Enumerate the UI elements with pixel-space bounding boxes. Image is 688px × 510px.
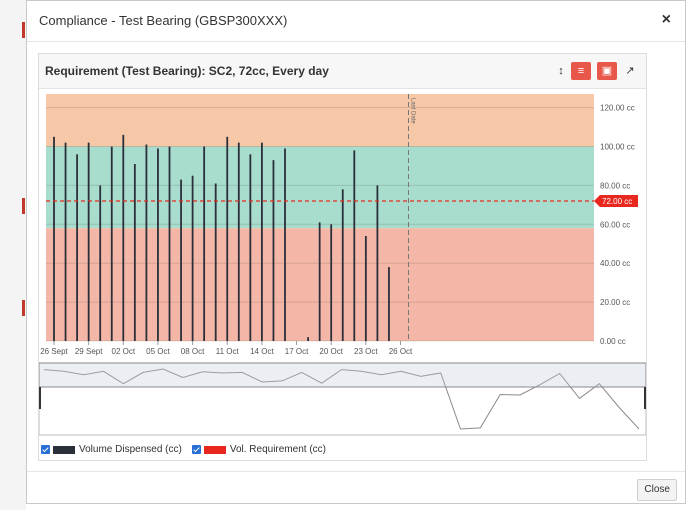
x-tick-label: 05 Oct (146, 347, 170, 356)
volume-bar (226, 136, 229, 341)
volume-bar (376, 185, 379, 341)
x-tick-label: 23 Oct (354, 347, 378, 356)
volume-bar (145, 144, 148, 341)
volume-bar (272, 160, 275, 341)
y-tick-label: 100.00 cc (600, 143, 635, 152)
close-button[interactable]: Close (637, 479, 677, 501)
volume-bar (53, 136, 55, 341)
y-tick-label: 0.00 cc (600, 337, 626, 346)
navigator-series (43, 368, 640, 430)
volume-bar (64, 142, 67, 341)
legend-swatch-volume (53, 445, 75, 454)
background-marker (22, 300, 25, 316)
x-tick-label: 14 Oct (250, 347, 274, 356)
today-marker-label: Last Date (410, 98, 416, 124)
volume-bar (180, 179, 182, 341)
modal-footer-divider (27, 471, 685, 472)
volume-bar (110, 146, 113, 341)
volume-bar (261, 142, 263, 341)
volume-bar (203, 146, 206, 341)
requirement-label: 72.00 cc (602, 197, 632, 206)
volume-bar (318, 222, 321, 341)
panel-header: Requirement (Test Bearing): SC2, 72cc, E… (39, 54, 646, 89)
volume-bar (133, 164, 136, 341)
volume-bar (168, 146, 171, 341)
navigator-handle-left (39, 387, 41, 409)
compliance-modal: Compliance - Test Bearing (GBSP300XXX) ×… (26, 0, 686, 504)
volume-bar (341, 189, 344, 341)
x-tick-label: 08 Oct (181, 347, 205, 356)
volume-bar (157, 148, 159, 341)
y-tick-label: 40.00 cc (600, 259, 630, 268)
sort-icon[interactable]: ↕ (558, 65, 564, 77)
chart-band-1 (46, 146, 594, 229)
volume-bar (249, 154, 252, 341)
x-tick-label: 11 Oct (216, 347, 240, 356)
background-page-strip (0, 0, 26, 510)
legend-checkbox-volume[interactable] (41, 445, 50, 454)
navigator-handle-right (644, 387, 646, 409)
modal-header: Compliance - Test Bearing (GBSP300XXX) × (27, 1, 685, 42)
volume-chart: 0.00 cc 20.00 cc 40.00 cc 60.00 cc 80.00 cc 1… (39, 94, 646, 436)
background-marker (22, 198, 25, 214)
y-tick-label: 20.00 cc (600, 298, 630, 307)
close-icon[interactable]: × (661, 11, 671, 28)
volume-bar (330, 224, 333, 341)
x-tick-label: 26 Oct (389, 347, 413, 356)
x-tick-label: 17 Oct (285, 347, 309, 356)
volume-bar (284, 148, 286, 341)
modal-title: Compliance - Test Bearing (GBSP300XXX) (39, 13, 288, 28)
navigator-frame (39, 362, 646, 436)
volume-bar (353, 150, 356, 341)
line-chart-icon[interactable]: ↗ (625, 65, 635, 77)
volume-bar (191, 175, 194, 341)
legend-checkbox-requirement[interactable] (191, 445, 201, 454)
navigator-selection (39, 362, 646, 388)
background-marker (22, 22, 25, 38)
volume-bar (122, 134, 125, 341)
y-tick-label: 60.00 cc (600, 220, 630, 229)
volume-bar (307, 337, 309, 341)
chart-band-0 (46, 94, 594, 147)
panel-title: Requirement (Test Bearing): SC2, 72cc, E… (45, 64, 329, 78)
toggle-bars-icon[interactable]: ≡ (571, 62, 591, 80)
x-tick-label: 29 Sept (75, 347, 103, 356)
bar-chart-icon[interactable]: ▣ (597, 62, 617, 80)
y-tick-label: 80.00 cc (600, 181, 630, 190)
legend-label-requirement: Vol. Requirement (cc) (229, 444, 326, 455)
volume-bar (214, 183, 217, 341)
requirement-flag (594, 194, 638, 207)
x-tick-label: 02 Oct (112, 347, 136, 356)
volume-bar (388, 267, 390, 341)
y-tick-label: 120.00 cc (600, 104, 635, 113)
volume-bar (87, 142, 90, 341)
x-tick-label: 26 Sept (40, 347, 68, 356)
legend-swatch-requirement (203, 445, 226, 454)
x-tick-label: 20 Oct (319, 347, 343, 356)
volume-bar (237, 142, 240, 341)
chart-panel: Requirement (Test Bearing): SC2, 72cc, E… (38, 53, 647, 461)
legend-label-volume: Volume Dispensed (cc) (79, 444, 182, 455)
volume-bar (76, 154, 78, 341)
volume-bar (99, 185, 102, 341)
chart-legend: Volume Dispensed (cc) Vol. Requirement (… (41, 444, 336, 455)
volume-bar (364, 235, 367, 341)
